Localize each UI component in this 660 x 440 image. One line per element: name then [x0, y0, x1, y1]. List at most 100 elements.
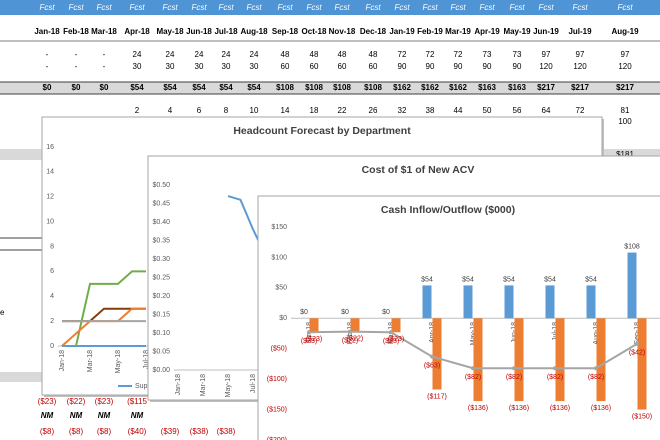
- data-label: ($136): [468, 405, 488, 412]
- header-cell: Fcst: [334, 3, 350, 12]
- cell: 24: [222, 50, 231, 59]
- y-tick-label: $0: [279, 315, 287, 322]
- header-cell: Fcst: [306, 3, 322, 12]
- bar: [545, 285, 555, 319]
- cell: ($40): [128, 427, 147, 436]
- header-band: [0, 0, 660, 15]
- bar: [555, 318, 565, 402]
- cell: $162: [449, 83, 467, 92]
- bar: [596, 318, 606, 402]
- line-point: [471, 366, 475, 371]
- x-tick-label: Sep-18: [634, 322, 641, 345]
- bar: [637, 318, 647, 410]
- cell: 73: [483, 50, 492, 59]
- cell: 64: [542, 106, 551, 115]
- cell: 90: [426, 62, 435, 71]
- data-label: ($42): [629, 350, 645, 357]
- cell: $181: [616, 150, 634, 159]
- cell: 24: [133, 50, 142, 59]
- x-tick-label: May-18: [470, 322, 477, 345]
- header-cell: Fcst: [162, 3, 178, 12]
- cell: 120: [539, 62, 553, 71]
- cell: $0: [43, 83, 52, 92]
- cell: ($38): [190, 427, 209, 436]
- month-header: Aug-18: [240, 27, 268, 36]
- cell: 6: [197, 106, 202, 115]
- month-header: May-18: [156, 27, 184, 36]
- cell: 14: [281, 106, 290, 115]
- x-tick-label: Jul-18: [143, 350, 150, 369]
- bar: [586, 285, 596, 319]
- x-tick-label: Mar-18: [87, 350, 94, 372]
- data-label: ($82): [506, 374, 522, 381]
- header-cell: Fcst: [129, 3, 145, 12]
- cell: 32: [398, 106, 407, 115]
- data-label: ($23): [388, 336, 404, 343]
- cell: ($23): [38, 397, 57, 406]
- bar: [422, 285, 432, 319]
- cell: 72: [398, 50, 407, 59]
- data-label: ($82): [465, 374, 481, 381]
- cell: $108: [333, 83, 351, 92]
- cell: ($8): [97, 427, 112, 436]
- data-label: $54: [421, 276, 433, 283]
- bar: [463, 285, 473, 319]
- header-cell: Fcst: [68, 3, 84, 12]
- month-header: Jun-18: [186, 27, 212, 36]
- month-header: Nov-18: [329, 27, 356, 36]
- cell: ($23): [95, 397, 114, 406]
- month-header: Apr-18: [124, 27, 150, 36]
- month-header: Jul-18: [214, 27, 238, 36]
- x-tick-label: Mar-18: [200, 374, 207, 396]
- y-tick-label: 10: [46, 218, 54, 225]
- cell: ($8): [40, 427, 55, 436]
- cell: -: [103, 62, 106, 71]
- cell: 120: [618, 62, 632, 71]
- y-tick-label: $150: [271, 224, 287, 231]
- cell: 73: [513, 50, 522, 59]
- cell: 48: [310, 50, 319, 59]
- cell: 30: [195, 62, 204, 71]
- data-label: ($23): [301, 338, 317, 345]
- month-header: Mar-19: [445, 27, 471, 36]
- bar: [432, 318, 442, 390]
- cell: $217: [571, 83, 589, 92]
- cell: 90: [483, 62, 492, 71]
- bar: [309, 318, 319, 333]
- cell: $162: [393, 83, 411, 92]
- y-tick-label: $50: [275, 285, 287, 292]
- y-tick-label: 8: [50, 243, 54, 250]
- cell: 24: [195, 50, 204, 59]
- cell: 48: [369, 50, 378, 59]
- y-tick-label: ($100): [267, 376, 287, 383]
- header-cell: Fcst: [450, 3, 466, 12]
- cell: 44: [454, 106, 463, 115]
- y-tick-label: 2: [50, 318, 54, 325]
- header-cell: Fcst: [422, 3, 438, 12]
- y-tick-label: $0.00: [152, 367, 170, 374]
- cell: $54: [219, 83, 233, 92]
- cell: 90: [513, 62, 522, 71]
- cell: $217: [616, 83, 634, 92]
- cell: 72: [576, 106, 585, 115]
- header-cell: Fcst: [365, 3, 381, 12]
- cell: -: [46, 50, 49, 59]
- y-tick-label: $0.05: [152, 348, 170, 355]
- month-header: Feb-19: [417, 27, 443, 36]
- data-label: ($63): [424, 362, 440, 369]
- y-tick-label: $0.30: [152, 256, 170, 263]
- month-header: Mar-18: [91, 27, 117, 36]
- data-label: ($117): [427, 393, 447, 400]
- cell: 4: [168, 106, 173, 115]
- x-tick-label: May-18: [225, 374, 232, 397]
- line-point: [307, 330, 311, 335]
- cell: 60: [338, 62, 347, 71]
- cell: 2: [135, 106, 140, 115]
- data-label: $54: [585, 276, 597, 283]
- cell: -: [103, 50, 106, 59]
- cell: 81: [621, 106, 630, 115]
- y-tick-label: $0.20: [152, 293, 170, 300]
- data-label: ($22): [347, 336, 363, 343]
- cell: 48: [281, 50, 290, 59]
